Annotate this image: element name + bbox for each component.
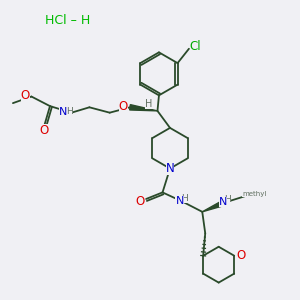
Polygon shape: [202, 200, 225, 212]
Text: methyl: methyl: [242, 191, 266, 197]
Text: O: O: [39, 124, 49, 137]
Text: O: O: [119, 100, 128, 113]
Text: N: N: [219, 197, 227, 207]
Text: N: N: [176, 196, 184, 206]
Text: HCl – H: HCl – H: [46, 14, 91, 27]
Text: H: H: [182, 194, 188, 203]
Polygon shape: [130, 105, 158, 111]
Text: O: O: [135, 195, 144, 208]
Text: H: H: [146, 99, 153, 109]
Text: O: O: [236, 249, 245, 262]
Text: N: N: [58, 107, 67, 117]
Text: H: H: [224, 195, 231, 204]
Text: O: O: [21, 89, 30, 102]
Text: H: H: [67, 107, 73, 116]
Text: N: N: [166, 162, 174, 175]
Text: Cl: Cl: [190, 40, 201, 53]
